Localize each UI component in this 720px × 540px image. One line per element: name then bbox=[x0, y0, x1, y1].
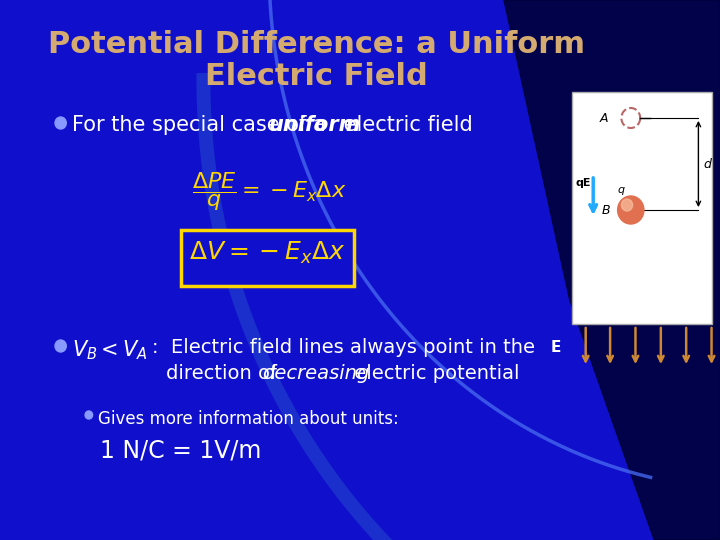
Text: uniform: uniform bbox=[269, 115, 361, 135]
Circle shape bbox=[55, 340, 66, 352]
Polygon shape bbox=[504, 0, 720, 540]
Text: direction of: direction of bbox=[166, 364, 283, 383]
Text: d: d bbox=[703, 158, 711, 171]
Text: B: B bbox=[601, 204, 610, 217]
Text: $\Delta V = -E_x\Delta x$: $\Delta V = -E_x\Delta x$ bbox=[189, 240, 346, 266]
Circle shape bbox=[621, 199, 633, 211]
Text: decreasing: decreasing bbox=[263, 364, 370, 383]
Circle shape bbox=[618, 196, 644, 224]
Text: E: E bbox=[551, 340, 562, 354]
Text: $\dfrac{\Delta PE}{q} = -E_x\Delta x$: $\dfrac{\Delta PE}{q} = -E_x\Delta x$ bbox=[192, 170, 346, 213]
Text: A: A bbox=[600, 111, 608, 125]
Text: Electric Field: Electric Field bbox=[204, 62, 428, 91]
Text: q: q bbox=[618, 185, 625, 195]
Circle shape bbox=[55, 117, 66, 129]
Text: $\mathit{V}_B < \mathit{V}_A$: $\mathit{V}_B < \mathit{V}_A$ bbox=[72, 338, 148, 362]
FancyBboxPatch shape bbox=[572, 92, 713, 324]
Text: electric potential: electric potential bbox=[348, 364, 520, 383]
Text: Gives more information about units:: Gives more information about units: bbox=[98, 410, 399, 428]
Text: electric field: electric field bbox=[337, 115, 472, 135]
Text: For the special case of a: For the special case of a bbox=[72, 115, 333, 135]
Text: Potential Difference: a Uniform: Potential Difference: a Uniform bbox=[48, 30, 585, 59]
Text: qE: qE bbox=[576, 178, 591, 188]
FancyBboxPatch shape bbox=[181, 230, 354, 286]
Text: 1 N/C = 1V/m: 1 N/C = 1V/m bbox=[100, 438, 261, 462]
Text: :  Electric field lines always point in the: : Electric field lines always point in t… bbox=[152, 338, 535, 357]
Circle shape bbox=[85, 411, 93, 419]
